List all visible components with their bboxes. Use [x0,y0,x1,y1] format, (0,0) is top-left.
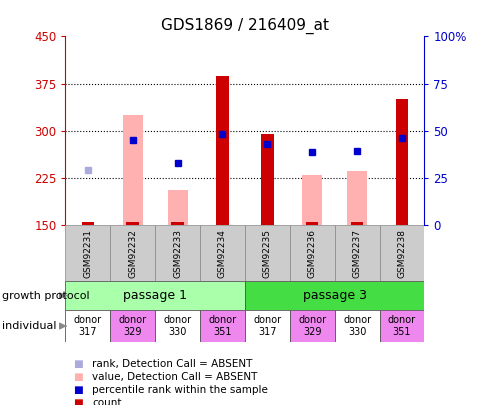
Text: donor
317: donor 317 [74,315,102,337]
Text: passage 1: passage 1 [123,289,187,302]
Text: GSM92233: GSM92233 [173,229,182,277]
Text: donor
329: donor 329 [119,315,147,337]
Text: GSM92235: GSM92235 [262,229,272,277]
Text: donor
330: donor 330 [342,315,370,337]
Text: donor
330: donor 330 [163,315,191,337]
Text: percentile rank within the sample: percentile rank within the sample [92,385,268,395]
Bar [244,225,289,281]
Text: GSM92236: GSM92236 [307,229,316,277]
Text: GSM92231: GSM92231 [83,229,92,277]
Bar [378,225,424,281]
Bar [244,310,289,342]
Bar [122,115,143,225]
Bar [200,310,244,342]
Bar [334,310,378,342]
Bar [260,134,273,225]
Bar [302,175,322,225]
Text: ■: ■ [73,398,82,405]
Text: ■: ■ [73,372,82,382]
Text: donor
317: donor 317 [253,315,281,337]
Bar [110,225,155,281]
Text: rank, Detection Call = ABSENT: rank, Detection Call = ABSENT [92,359,252,369]
Bar [65,310,110,342]
Text: donor
329: donor 329 [298,315,326,337]
Bar [350,222,363,225]
Text: GSM92237: GSM92237 [352,229,361,277]
Bar [110,310,155,342]
Text: GSM92238: GSM92238 [396,229,406,277]
Bar [216,76,228,225]
Text: growth protocol: growth protocol [2,291,90,301]
Bar [81,222,94,225]
Title: GDS1869 / 216409_at: GDS1869 / 216409_at [161,17,328,34]
Bar [155,310,200,342]
Bar [167,190,187,225]
Bar [244,281,424,310]
Bar [65,225,110,281]
Text: donor
351: donor 351 [387,315,415,337]
Bar [334,225,378,281]
Bar [305,222,318,225]
Bar [289,310,334,342]
Bar [171,222,183,225]
Bar [395,99,408,225]
Bar [155,225,200,281]
Text: donor
351: donor 351 [208,315,236,337]
Bar [289,225,334,281]
Text: passage 3: passage 3 [302,289,366,302]
Bar [378,310,424,342]
Text: ■: ■ [73,359,82,369]
Text: individual: individual [2,321,57,331]
Text: GSM92234: GSM92234 [217,229,227,277]
Bar [200,225,244,281]
Bar [65,281,244,310]
Bar [126,222,139,225]
Text: ■: ■ [73,385,82,395]
Text: count: count [92,398,121,405]
Text: GSM92232: GSM92232 [128,229,137,277]
Bar [346,171,366,225]
Text: value, Detection Call = ABSENT: value, Detection Call = ABSENT [92,372,257,382]
